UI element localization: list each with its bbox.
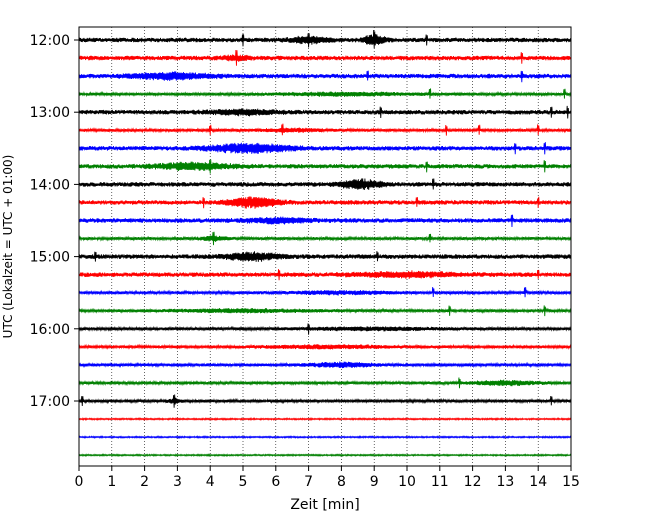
trace-row [78, 70, 572, 83]
x-tick-label: 13 [496, 474, 514, 490]
trace-row [78, 178, 572, 191]
trace-row [78, 394, 572, 408]
y-axis-label: UTC (Lokalzeit = UTC + 01:00) [1, 155, 15, 339]
trace-row [78, 343, 572, 351]
trace-row [78, 377, 572, 389]
trace-row [78, 287, 572, 298]
trace-rows [78, 29, 572, 458]
trace-row [78, 196, 572, 209]
x-tick-label: 3 [173, 474, 182, 490]
grid-lines [111, 27, 539, 466]
x-tick-label: 5 [239, 474, 248, 490]
trace-row [78, 435, 572, 440]
x-tick-label: 9 [370, 474, 379, 490]
x-tick-label: 0 [75, 474, 84, 490]
x-tick-label: 2 [140, 474, 149, 490]
trace-row [78, 142, 572, 155]
trace-row [78, 417, 572, 422]
x-tick-label: 8 [337, 474, 346, 490]
y-tick-label: 15:00 [30, 250, 70, 266]
x-tick-label: 11 [431, 474, 449, 490]
x-tick-label: 14 [529, 474, 547, 490]
trace-row [78, 29, 572, 49]
x-axis: 0 1 2 3 4 5 6 7 8 9 10 11 12 13 14 15 [75, 466, 580, 490]
x-tick-label: 1 [107, 474, 116, 490]
trace-row [78, 269, 572, 281]
trace-row [78, 88, 572, 99]
y-tick-label: 14:00 [30, 177, 70, 193]
trace-row [78, 105, 572, 119]
y-axis: 12:00 13:00 14:00 15:00 16:00 17:00 [30, 33, 79, 410]
trace-row [78, 50, 572, 66]
x-tick-label: 4 [206, 474, 215, 490]
trace-row [78, 123, 572, 136]
x-axis-label: Zeit [min] [290, 497, 359, 513]
plot-frame [78, 26, 572, 467]
y-tick-label: 16:00 [30, 322, 70, 338]
trace-row [78, 251, 572, 262]
trace-row [78, 214, 572, 227]
y-tick-label: 12:00 [30, 33, 70, 49]
x-tick-label: 12 [464, 474, 482, 490]
trace-row [78, 305, 572, 317]
x-tick-label: 6 [271, 474, 280, 490]
y-tick-label: 13:00 [30, 105, 70, 121]
x-tick-label: 15 [562, 474, 580, 490]
y-tick-label: 17:00 [30, 394, 70, 410]
trace-row [78, 453, 572, 458]
x-tick-label: 7 [304, 474, 313, 490]
trace-row [78, 159, 572, 174]
trace-row [78, 323, 572, 335]
x-tick-label: 10 [398, 474, 416, 490]
trace-row [78, 361, 572, 369]
trace-row [78, 231, 572, 246]
